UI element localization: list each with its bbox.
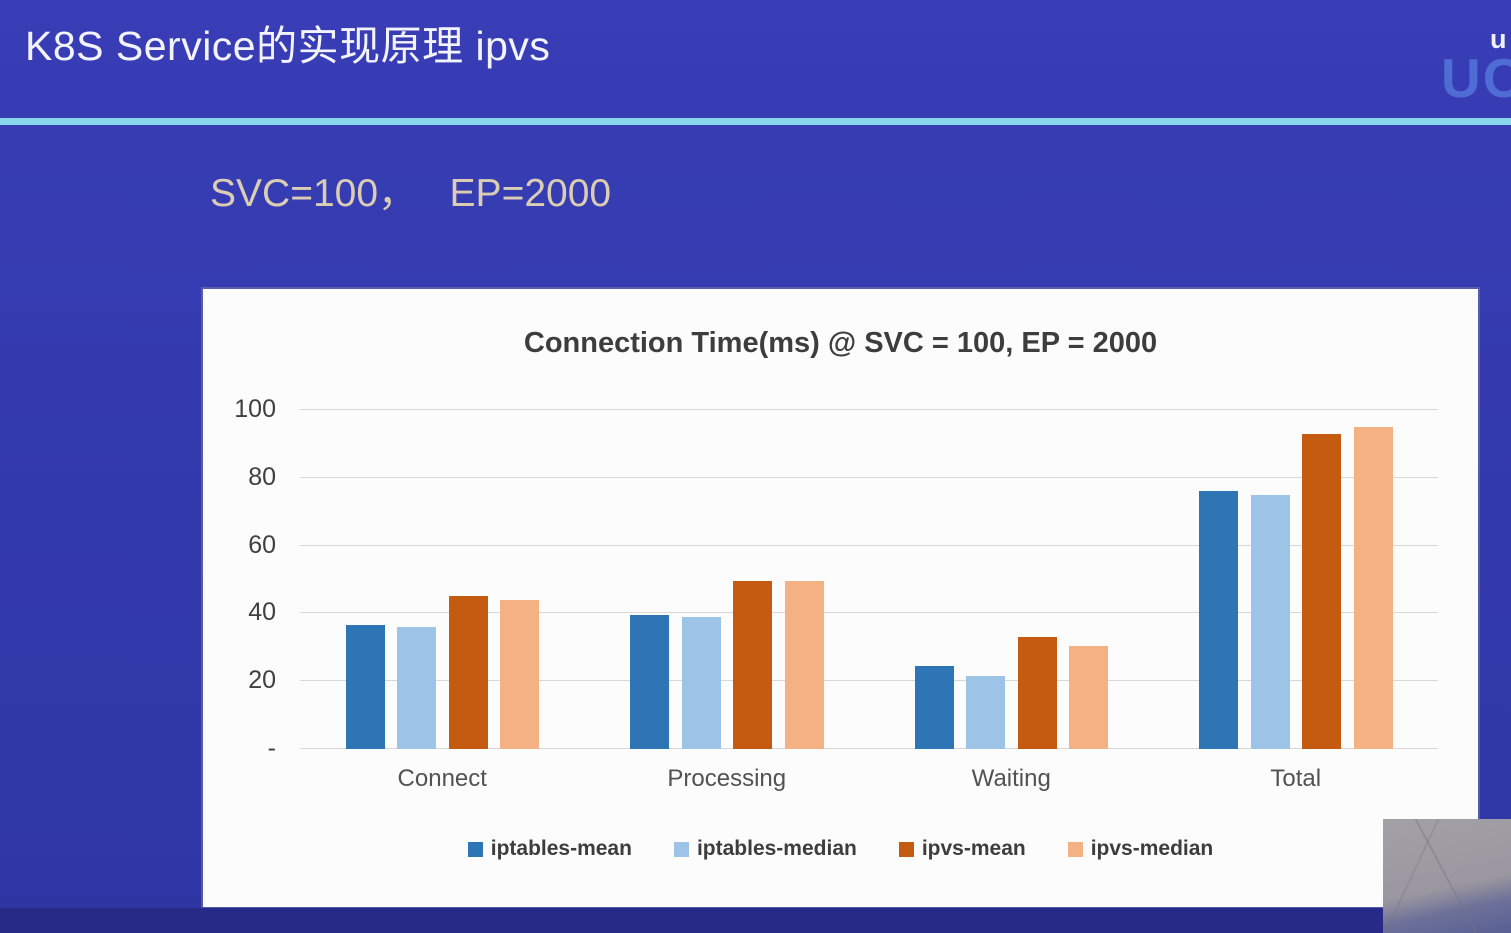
legend-label: iptables-median	[696, 837, 857, 860]
y-axis-tick-label: 60	[248, 530, 276, 559]
gridline	[300, 409, 1438, 410]
bar	[500, 599, 539, 749]
legend-swatch	[898, 841, 914, 857]
bar	[1069, 645, 1108, 749]
legend-label: ipvs-median	[1090, 837, 1214, 860]
gridline	[300, 680, 1438, 682]
bar	[966, 676, 1005, 749]
bar	[733, 581, 772, 749]
legend-swatch	[673, 841, 689, 857]
gridline	[300, 544, 1438, 546]
legend-swatch	[1067, 841, 1083, 857]
legend-swatch	[467, 841, 483, 857]
uc-logo: UC	[1441, 47, 1511, 109]
bar	[448, 596, 488, 749]
y-axis-tick-label: 40	[248, 598, 276, 627]
y-axis-tick-label: 100	[234, 394, 276, 423]
legend-item: ipvs-median	[1067, 837, 1214, 861]
gridline	[300, 748, 1438, 749]
y-axis-tick-label: -	[267, 733, 276, 762]
bar	[914, 665, 954, 749]
logo-partial-text: u	[1490, 24, 1507, 54]
bar	[1017, 637, 1057, 749]
x-axis-category-label: Connect	[397, 765, 487, 792]
title-divider-line	[0, 118, 1511, 125]
slide-title: K8S Service的实现原理 ipvs	[25, 23, 551, 69]
bottom-strip	[0, 908, 1511, 933]
legend-item: iptables-mean	[467, 837, 632, 861]
legend-label: ipvs-mean	[921, 837, 1026, 860]
plot-area: 100 80 60 40 20 - Connect Processing Waiting Tota…	[234, 395, 1438, 792]
bar	[1250, 494, 1290, 749]
legend-item: iptables-median	[673, 837, 857, 861]
webcam-overlay	[1383, 819, 1511, 933]
x-axis-category-label: Total	[1270, 765, 1322, 792]
bar	[681, 616, 721, 749]
y-axis-tick-label: 20	[248, 666, 276, 695]
legend-label: iptables-mean	[490, 837, 632, 860]
chart-title: Connection Time(ms) @ SVC = 100, EP = 20…	[523, 327, 1158, 359]
legend-item: ipvs-mean	[898, 837, 1026, 861]
gridline	[300, 612, 1438, 614]
bar	[1199, 491, 1238, 749]
x-axis-category-label: Processing	[667, 765, 787, 792]
bar	[1353, 426, 1393, 749]
bar	[345, 625, 385, 749]
gridline	[300, 476, 1438, 478]
chart-panel: Connection Time(ms) @ SVC = 100, EP = 20…	[203, 289, 1478, 907]
bar	[1302, 433, 1341, 749]
bar	[397, 626, 436, 749]
chart-legend: iptables-mean iptables-median ipvs-mean ipv…	[203, 837, 1478, 861]
slide-subtitle: SVC=100， EP=2000	[210, 172, 612, 215]
x-axis-category-label: Waiting	[971, 765, 1051, 792]
y-axis-tick-label: 80	[248, 462, 276, 491]
bar	[630, 615, 669, 749]
bar	[784, 581, 824, 749]
